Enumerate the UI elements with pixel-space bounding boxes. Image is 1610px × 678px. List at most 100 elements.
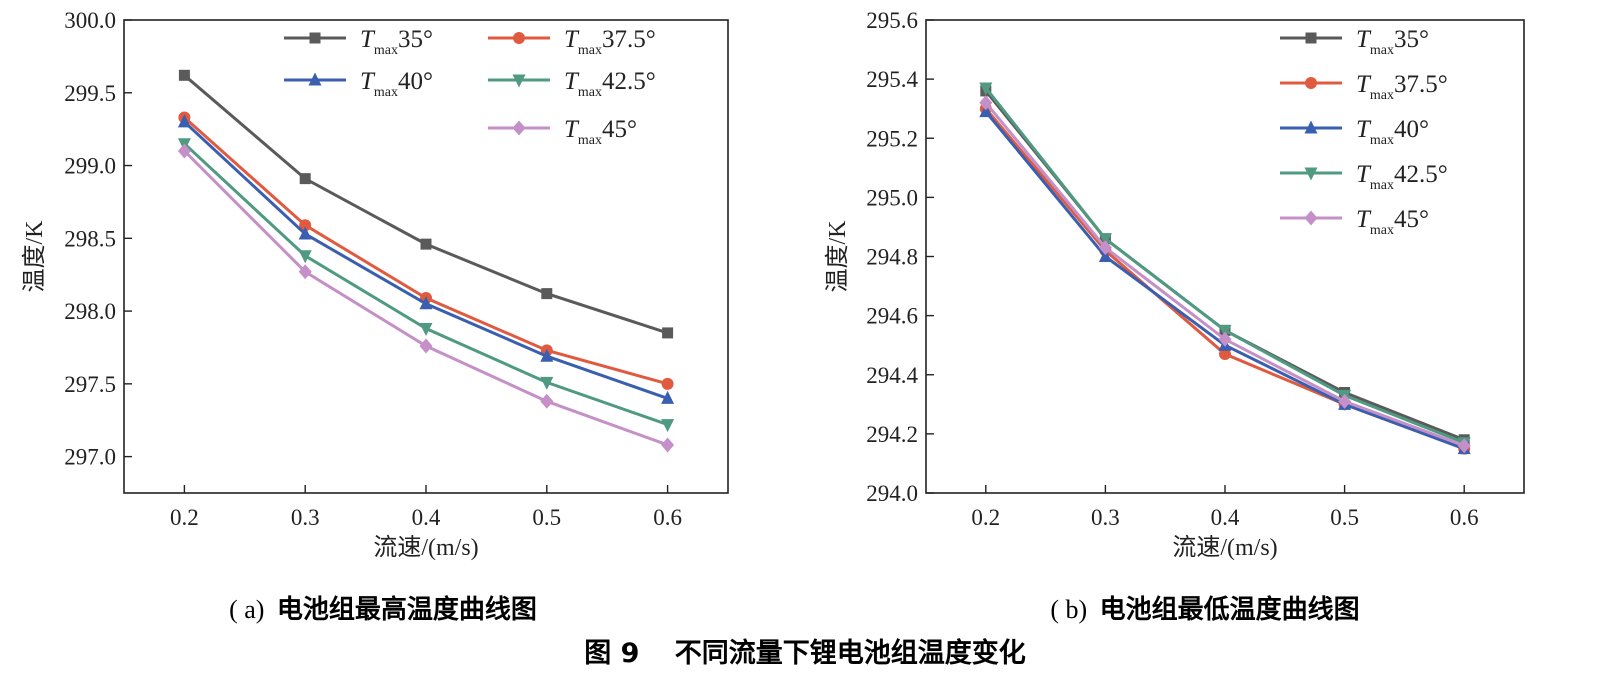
y-tick-label: 299.0 (64, 154, 116, 179)
legend-marker (1304, 120, 1318, 134)
legend-label-base: T (564, 116, 580, 143)
data-point (419, 338, 433, 354)
caption-b-prefix: ( b) (1050, 595, 1087, 624)
legend-label: Tmax42.5° (1356, 161, 1448, 193)
legend-label-sub: max (374, 43, 398, 58)
data-point (979, 104, 993, 118)
data-point (299, 219, 312, 232)
caption-b: ( b) 电池组最低温度曲线图 (1050, 594, 1359, 625)
legend-label-base: T (564, 68, 580, 95)
legend-label-tail: 37.5° (602, 26, 656, 53)
data-point (298, 264, 312, 280)
legend-label-base: T (1356, 116, 1372, 143)
legend-label-sub: max (1370, 133, 1394, 148)
x-tick-label: 0.2 (170, 505, 199, 530)
data-point (541, 288, 553, 300)
legend-item: Tmax40° (284, 68, 433, 100)
legend-label: Tmax35° (1356, 26, 1429, 58)
y-tick-label: 294.0 (866, 481, 918, 506)
y-tick-label: 297.0 (64, 445, 116, 470)
legend-label-sub: max (1370, 223, 1394, 238)
legend-marker (513, 32, 525, 44)
legend-label-base: T (1356, 26, 1372, 53)
y-tick-label: 295.2 (866, 126, 918, 151)
data-point (540, 376, 554, 390)
data-point (1218, 324, 1232, 338)
legend-item: Tmax45° (1280, 206, 1429, 238)
chart-a: 297.0 297.5 298.0 298.5 299.0 299.5 300.0 0.2 0.… (21, 8, 729, 561)
y-tick-label: 295.6 (866, 8, 918, 33)
data-point (1098, 249, 1112, 262)
legend-label-sub: max (1370, 43, 1394, 58)
legend-item: Tmax37.5° (488, 26, 656, 58)
data-point (661, 419, 675, 433)
y-tick-label: 294.4 (866, 363, 918, 388)
legend-label: Tmax40° (360, 68, 433, 100)
y-tick-label: 295.0 (866, 185, 918, 210)
series-0 (178, 69, 674, 339)
caption-a-title: 电池组最高温度曲线图 (277, 594, 537, 625)
legend-label-tail: 37.5° (1394, 71, 1448, 98)
legend-label-tail: 45° (602, 116, 637, 143)
legend-item: Tmax35° (1280, 26, 1429, 58)
data-point (662, 327, 674, 339)
legend-marker (1304, 210, 1318, 226)
y-tick-label: 294.2 (866, 422, 918, 447)
legend-label: Tmax40° (1356, 116, 1429, 148)
caption-a: ( a) 电池组最高温度曲线图 (229, 594, 537, 625)
data-point (661, 390, 675, 404)
legend-item: Tmax37.5° (1280, 71, 1448, 103)
legend-label-base: T (360, 26, 376, 53)
legend-marker (512, 74, 526, 88)
data-point (177, 114, 191, 128)
legend-label-tail: 40° (1394, 116, 1429, 143)
data-point (1098, 240, 1112, 256)
data-point (979, 95, 993, 111)
y-axis-label: 温度/K (824, 220, 851, 293)
legend-label: Tmax35° (360, 26, 433, 58)
x-axis-label: 流速/(m/s) (373, 534, 478, 561)
legend-label-sub: max (374, 85, 398, 100)
legend-label-sub: max (1370, 88, 1394, 103)
legend-label: Tmax42.5° (564, 68, 656, 100)
x-tick-label: 0.5 (1330, 505, 1359, 530)
legend-label-base: T (360, 68, 376, 95)
x-tick-label: 0.6 (653, 505, 682, 530)
legend-label-base: T (564, 26, 580, 53)
legend-marker (1305, 77, 1317, 89)
series-3 (979, 82, 1471, 451)
legend-label-tail: 35° (1394, 26, 1429, 53)
legend-label-base: T (1356, 206, 1372, 233)
data-point (661, 437, 675, 453)
legend-marker (512, 120, 526, 136)
legend-label: Tmax45° (564, 116, 637, 148)
y-axis-label: 温度/K (21, 220, 48, 293)
x-axis-label: 流速/(m/s) (1172, 534, 1277, 561)
legend: Tmax35°Tmax37.5°Tmax40°Tmax42.5°Tmax45° (284, 26, 656, 148)
legend-label-sub: max (578, 133, 602, 148)
data-point (298, 226, 312, 240)
data-point (177, 143, 191, 159)
data-point (1098, 233, 1112, 247)
legend-label-base: T (1356, 161, 1372, 188)
chart-b: 294.0 294.2 294.4 294.6 294.8 295.0 295.2 295.4… (824, 8, 1525, 561)
x-tick-label: 0.3 (1091, 505, 1120, 530)
legend-item: Tmax40° (1280, 116, 1429, 148)
data-point (1219, 348, 1231, 361)
data-point (1457, 438, 1471, 454)
data-point (178, 69, 190, 81)
legend-label: Tmax37.5° (564, 26, 656, 58)
legend-label-sub: max (578, 85, 602, 100)
figure-caption: 图 9 不同流量下锂电池组温度变化 (584, 637, 1026, 669)
data-point (419, 323, 433, 337)
x-tick-label: 0.3 (291, 505, 320, 530)
legend-marker (1304, 167, 1318, 181)
data-point (419, 296, 433, 310)
legend-item: Tmax42.5° (488, 68, 656, 100)
figure-number: 图 9 (584, 638, 639, 669)
legend: Tmax35°Tmax37.5°Tmax40°Tmax42.5°Tmax45° (1280, 26, 1448, 238)
legend-item: Tmax35° (284, 26, 433, 58)
figure-title: 不同流量下锂电池组温度变化 (675, 637, 1026, 669)
